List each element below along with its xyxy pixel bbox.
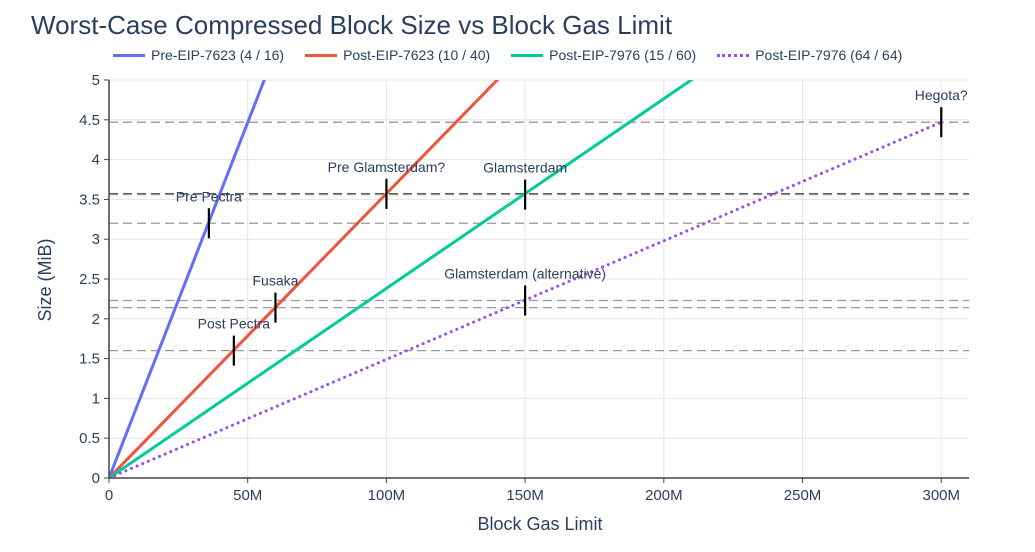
y-tick-label: 4.5: [79, 112, 100, 129]
marker-label: Post Pectra: [198, 316, 271, 332]
x-tick-label: 100M: [368, 487, 406, 504]
y-tick-label: 2: [92, 311, 100, 328]
y-tick-label: 0.5: [79, 430, 100, 447]
x-tick-label: 250M: [784, 487, 822, 504]
y-tick-label: 1: [92, 390, 100, 407]
marker-label: Hegota?: [915, 87, 968, 103]
chart-title: Worst-Case Compressed Block Size vs Bloc…: [31, 10, 673, 40]
reference-lines: [109, 121, 969, 352]
x-tick-label: 300M: [922, 487, 960, 504]
y-tick-label: 3: [92, 231, 100, 248]
x-tick-label: 200M: [645, 487, 683, 504]
y-tick-label: 3.5: [79, 191, 100, 208]
legend-swatch-post-eip-7623: [305, 53, 338, 57]
x-tick-label: 50M: [233, 487, 262, 504]
marker-label: Glamsterdam: [483, 160, 567, 176]
legend-label-post-eip-7623: Post-EIP-7623 (10 / 40): [343, 47, 491, 63]
y-tick-label: 4: [92, 152, 100, 169]
legend-item-pre-eip-7623[interactable]: Pre-EIP-7623 (4 / 16): [113, 47, 284, 63]
legend-swatch-post-eip-7976-15-60: [511, 53, 544, 57]
legend: Pre-EIP-7623 (4 / 16) Post-EIP-7623 (10 …: [113, 45, 923, 65]
x-tick-label: 150M: [506, 487, 544, 504]
legend-label-pre-eip-7623: Pre-EIP-7623 (4 / 16): [151, 47, 285, 63]
y-axis-title: Size (MiB): [35, 238, 55, 321]
marker-label: Pre Pectra: [176, 188, 242, 204]
y-tick-label: 2.5: [79, 271, 100, 288]
marker-label: Pre Glamsterdam?: [328, 159, 446, 175]
x-tick-label: 0: [105, 487, 113, 504]
y-tick-label: 0: [92, 470, 100, 487]
axes: 0 50M 100M 150M 200M 250M 300M 0 0.5 1 1.5 2 2.5 3 3.5…: [79, 72, 969, 504]
legend-item-post-eip-7976-64-64[interactable]: Post-EIP-7976 (64 / 64): [717, 47, 902, 63]
legend-label-post-eip-7976-15-60: Post-EIP-7976 (15 / 60): [549, 47, 697, 63]
marker-label: Fusaka: [252, 273, 298, 289]
legend-item-post-eip-7976-15-60[interactable]: Post-EIP-7976 (15 / 60): [511, 47, 696, 63]
x-axis-title: Block Gas Limit: [477, 514, 602, 534]
legend-swatch-pre-eip-7623: [113, 53, 145, 57]
grid: [109, 79, 969, 478]
markers: Pre Pectra Post Pectra Fusaka Pre Glamsterd…: [176, 87, 968, 366]
series-line: [109, 80, 500, 478]
y-tick-label: 1.5: [79, 351, 100, 368]
series-line: [109, 80, 266, 478]
legend-swatch-post-eip-7976-64-64: [717, 53, 750, 57]
marker-label: Glamsterdam (alternative): [444, 265, 606, 281]
y-tick-label: 5: [92, 72, 100, 89]
series-line: [109, 80, 694, 478]
legend-item-post-eip-7623[interactable]: Post-EIP-7623 (10 / 40): [305, 47, 490, 63]
legend-label-post-eip-7976-64-64: Post-EIP-7976 (64 / 64): [755, 47, 903, 63]
